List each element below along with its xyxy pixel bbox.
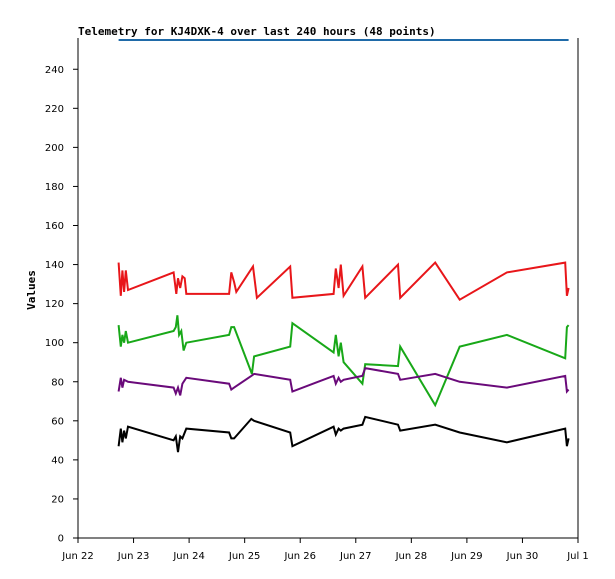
series-line-3 [117, 415, 570, 453]
y-tick-label: 80 [51, 377, 64, 388]
y-tick-label: 200 [45, 143, 64, 154]
y-tick-label: 160 [45, 221, 64, 232]
y-tick-label: 140 [45, 260, 64, 271]
y-tick-label: 240 [45, 65, 64, 76]
x-tick-label: Jun 30 [506, 551, 539, 562]
y-tick-label: 20 [51, 494, 64, 505]
x-tick-label: Jul 1 [566, 551, 589, 562]
chart-title: Telemetry for KJ4DXK-4 over last 240 hou… [78, 25, 436, 38]
x-tick-label: Jun 29 [450, 551, 483, 562]
x-tick-label: Jun 23 [117, 551, 150, 562]
series-line-1 [117, 315, 570, 408]
x-tick-label: Jun 24 [172, 551, 205, 562]
series-line-2 [117, 366, 570, 397]
x-tick-label: Jun 28 [395, 551, 428, 562]
y-tick-label: 40 [51, 455, 64, 466]
x-tick-label: Jun 27 [339, 551, 372, 562]
plot-area: 0 20 40 60 80 100 120 140 160 180 200 220 240 Jun 22 J… [45, 38, 589, 562]
x-tick-label: Jun 26 [283, 551, 316, 562]
y-tick-label: 220 [45, 104, 64, 115]
y-tick-label: 100 [45, 338, 64, 349]
y-tick-label: 60 [51, 416, 64, 427]
series-line-0 [117, 261, 570, 302]
x-tick-label: Jun 22 [61, 551, 94, 562]
x-tick-label: Jun 25 [228, 551, 261, 562]
y-tick-label: 180 [45, 182, 64, 193]
y-tick-label: 0 [58, 534, 64, 545]
y-axis-label: Values [25, 270, 38, 310]
y-tick-label: 120 [45, 299, 64, 310]
